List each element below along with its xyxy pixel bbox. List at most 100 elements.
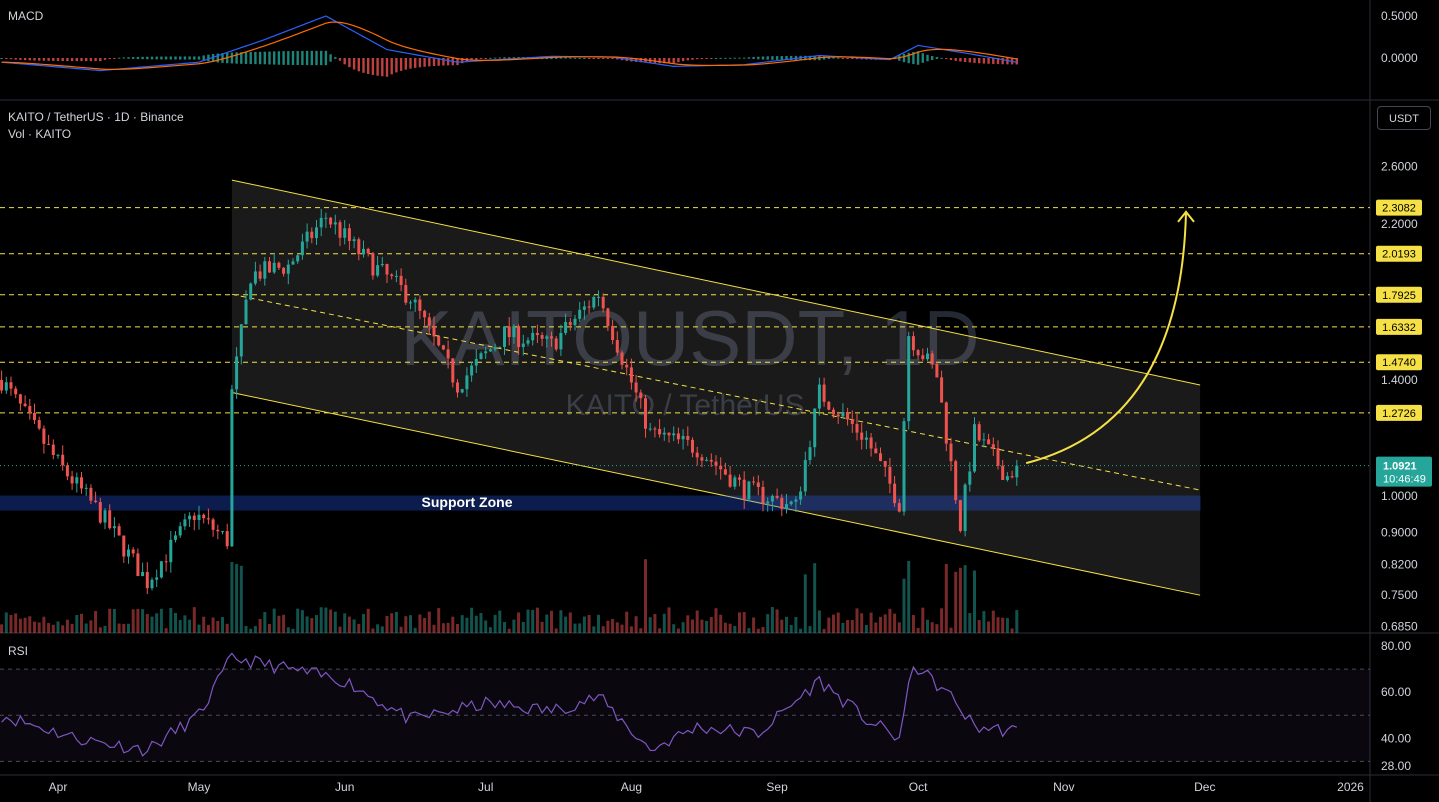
candle-body [272, 262, 276, 273]
volume-bar [705, 620, 709, 633]
price-tags: 2.3082 2.0193 1.7925 1.6332 1.4740 1.2726 1.09… [1376, 199, 1432, 487]
volume-label[interactable]: Vol · KAITO [8, 127, 72, 141]
volume-bar [841, 622, 845, 633]
macd-histogram-bar [47, 58, 50, 61]
volume-bar [427, 611, 431, 633]
macd-histogram-bar [23, 58, 27, 61]
macd-histogram-bar [277, 51, 281, 65]
volume-bar [197, 624, 201, 633]
macd-histogram-bar [761, 56, 765, 60]
candle-body [686, 435, 690, 440]
macd-histogram-bar [902, 53, 906, 63]
candle-body [794, 499, 798, 502]
candle-body [564, 321, 568, 333]
candle-body [582, 306, 586, 310]
volume-bar [719, 614, 723, 633]
volume-bar [178, 620, 182, 633]
volume-bar [850, 620, 854, 633]
volume-bar [968, 613, 972, 633]
volume-bar [385, 615, 389, 633]
rsi-axis-tick: 40.00 [1381, 731, 1411, 745]
channel-upper [231, 179, 1201, 386]
descending-channel[interactable] [231, 179, 1201, 596]
currency-button[interactable]: USDT [1377, 106, 1431, 130]
macd-histogram-bar [696, 58, 699, 60]
macd-histogram-bar [1001, 58, 1004, 65]
symbol-info[interactable]: KAITO / TetherUS · 1D · Binance [8, 110, 184, 124]
candle-body [672, 433, 676, 436]
macd-histogram-bar [672, 58, 675, 64]
projection-arrow[interactable] [1025, 210, 1195, 465]
macd-histogram-bar [61, 58, 64, 62]
candle-body [644, 398, 647, 429]
macd-histogram-bar [155, 56, 158, 60]
candle-body [789, 501, 793, 505]
candle-body [65, 465, 69, 477]
resistance-levels[interactable] [0, 207, 1370, 467]
volume-bar [611, 618, 615, 633]
support-zone[interactable] [0, 495, 1201, 511]
macd-histogram-bar [790, 55, 793, 61]
rsi-pane[interactable] [1, 652, 1017, 757]
candle-body [225, 531, 229, 547]
macd-histogram-bar [399, 58, 403, 71]
macd-histogram-bar [959, 58, 962, 62]
price-candles[interactable] [0, 208, 1019, 595]
candle-body [413, 299, 417, 303]
macd-histogram-bar [113, 58, 116, 59]
volume-bar [296, 608, 300, 633]
volume-bar [33, 621, 36, 633]
macd-histogram-bar [324, 50, 328, 66]
candle-body [174, 535, 177, 540]
volume-bar [277, 615, 281, 633]
macd-line [1, 15, 1017, 72]
candle-body [550, 336, 553, 339]
volume-bar [517, 612, 521, 633]
macd-histogram-bar [442, 58, 445, 66]
macd-histogram-bar [681, 58, 685, 62]
macd-histogram-bar [174, 56, 177, 60]
candle-body [559, 332, 563, 350]
volume-bar [28, 616, 32, 633]
macd-pane[interactable] [0, 15, 1018, 77]
volume-bar [597, 614, 600, 633]
volume-bars [0, 559, 1019, 633]
volume-bar [268, 623, 271, 633]
volume-bar [554, 628, 558, 633]
macd-histogram-bar [164, 56, 168, 60]
macd-histogram-bar [28, 58, 31, 61]
macd-histogram-bar [714, 57, 718, 59]
volume-bar [103, 625, 107, 633]
candle-body [216, 529, 220, 532]
macd-histogram-bar [367, 58, 370, 74]
candle-body [282, 267, 286, 274]
volume-bar [568, 612, 572, 633]
volume-bar [893, 613, 897, 633]
candle-body [855, 423, 859, 433]
macd-histogram-bar [747, 57, 751, 59]
candle-body [33, 412, 36, 421]
macd-histogram-bar [992, 58, 995, 64]
macd-histogram-bar [846, 58, 849, 59]
volume-bar [587, 615, 591, 633]
macd-histogram-bar [108, 58, 111, 59]
macd-histogram-bar [268, 51, 271, 65]
candle-body [738, 477, 741, 480]
macd-histogram-bar [921, 53, 924, 63]
candle-body [51, 444, 55, 455]
volume-bar [601, 626, 605, 633]
volume-bar [258, 618, 262, 633]
volume-bar [625, 611, 629, 633]
volume-bar [691, 619, 694, 633]
candle-body [864, 437, 868, 440]
volume-bar [399, 626, 403, 633]
candle-body [456, 382, 459, 393]
volume-bar [761, 627, 765, 633]
candle-body [230, 389, 234, 547]
macd-histogram-bar [395, 58, 398, 73]
candle-body [131, 549, 135, 554]
volume-bar [503, 621, 506, 633]
candle-body [648, 428, 652, 430]
volume-bar [681, 622, 685, 633]
